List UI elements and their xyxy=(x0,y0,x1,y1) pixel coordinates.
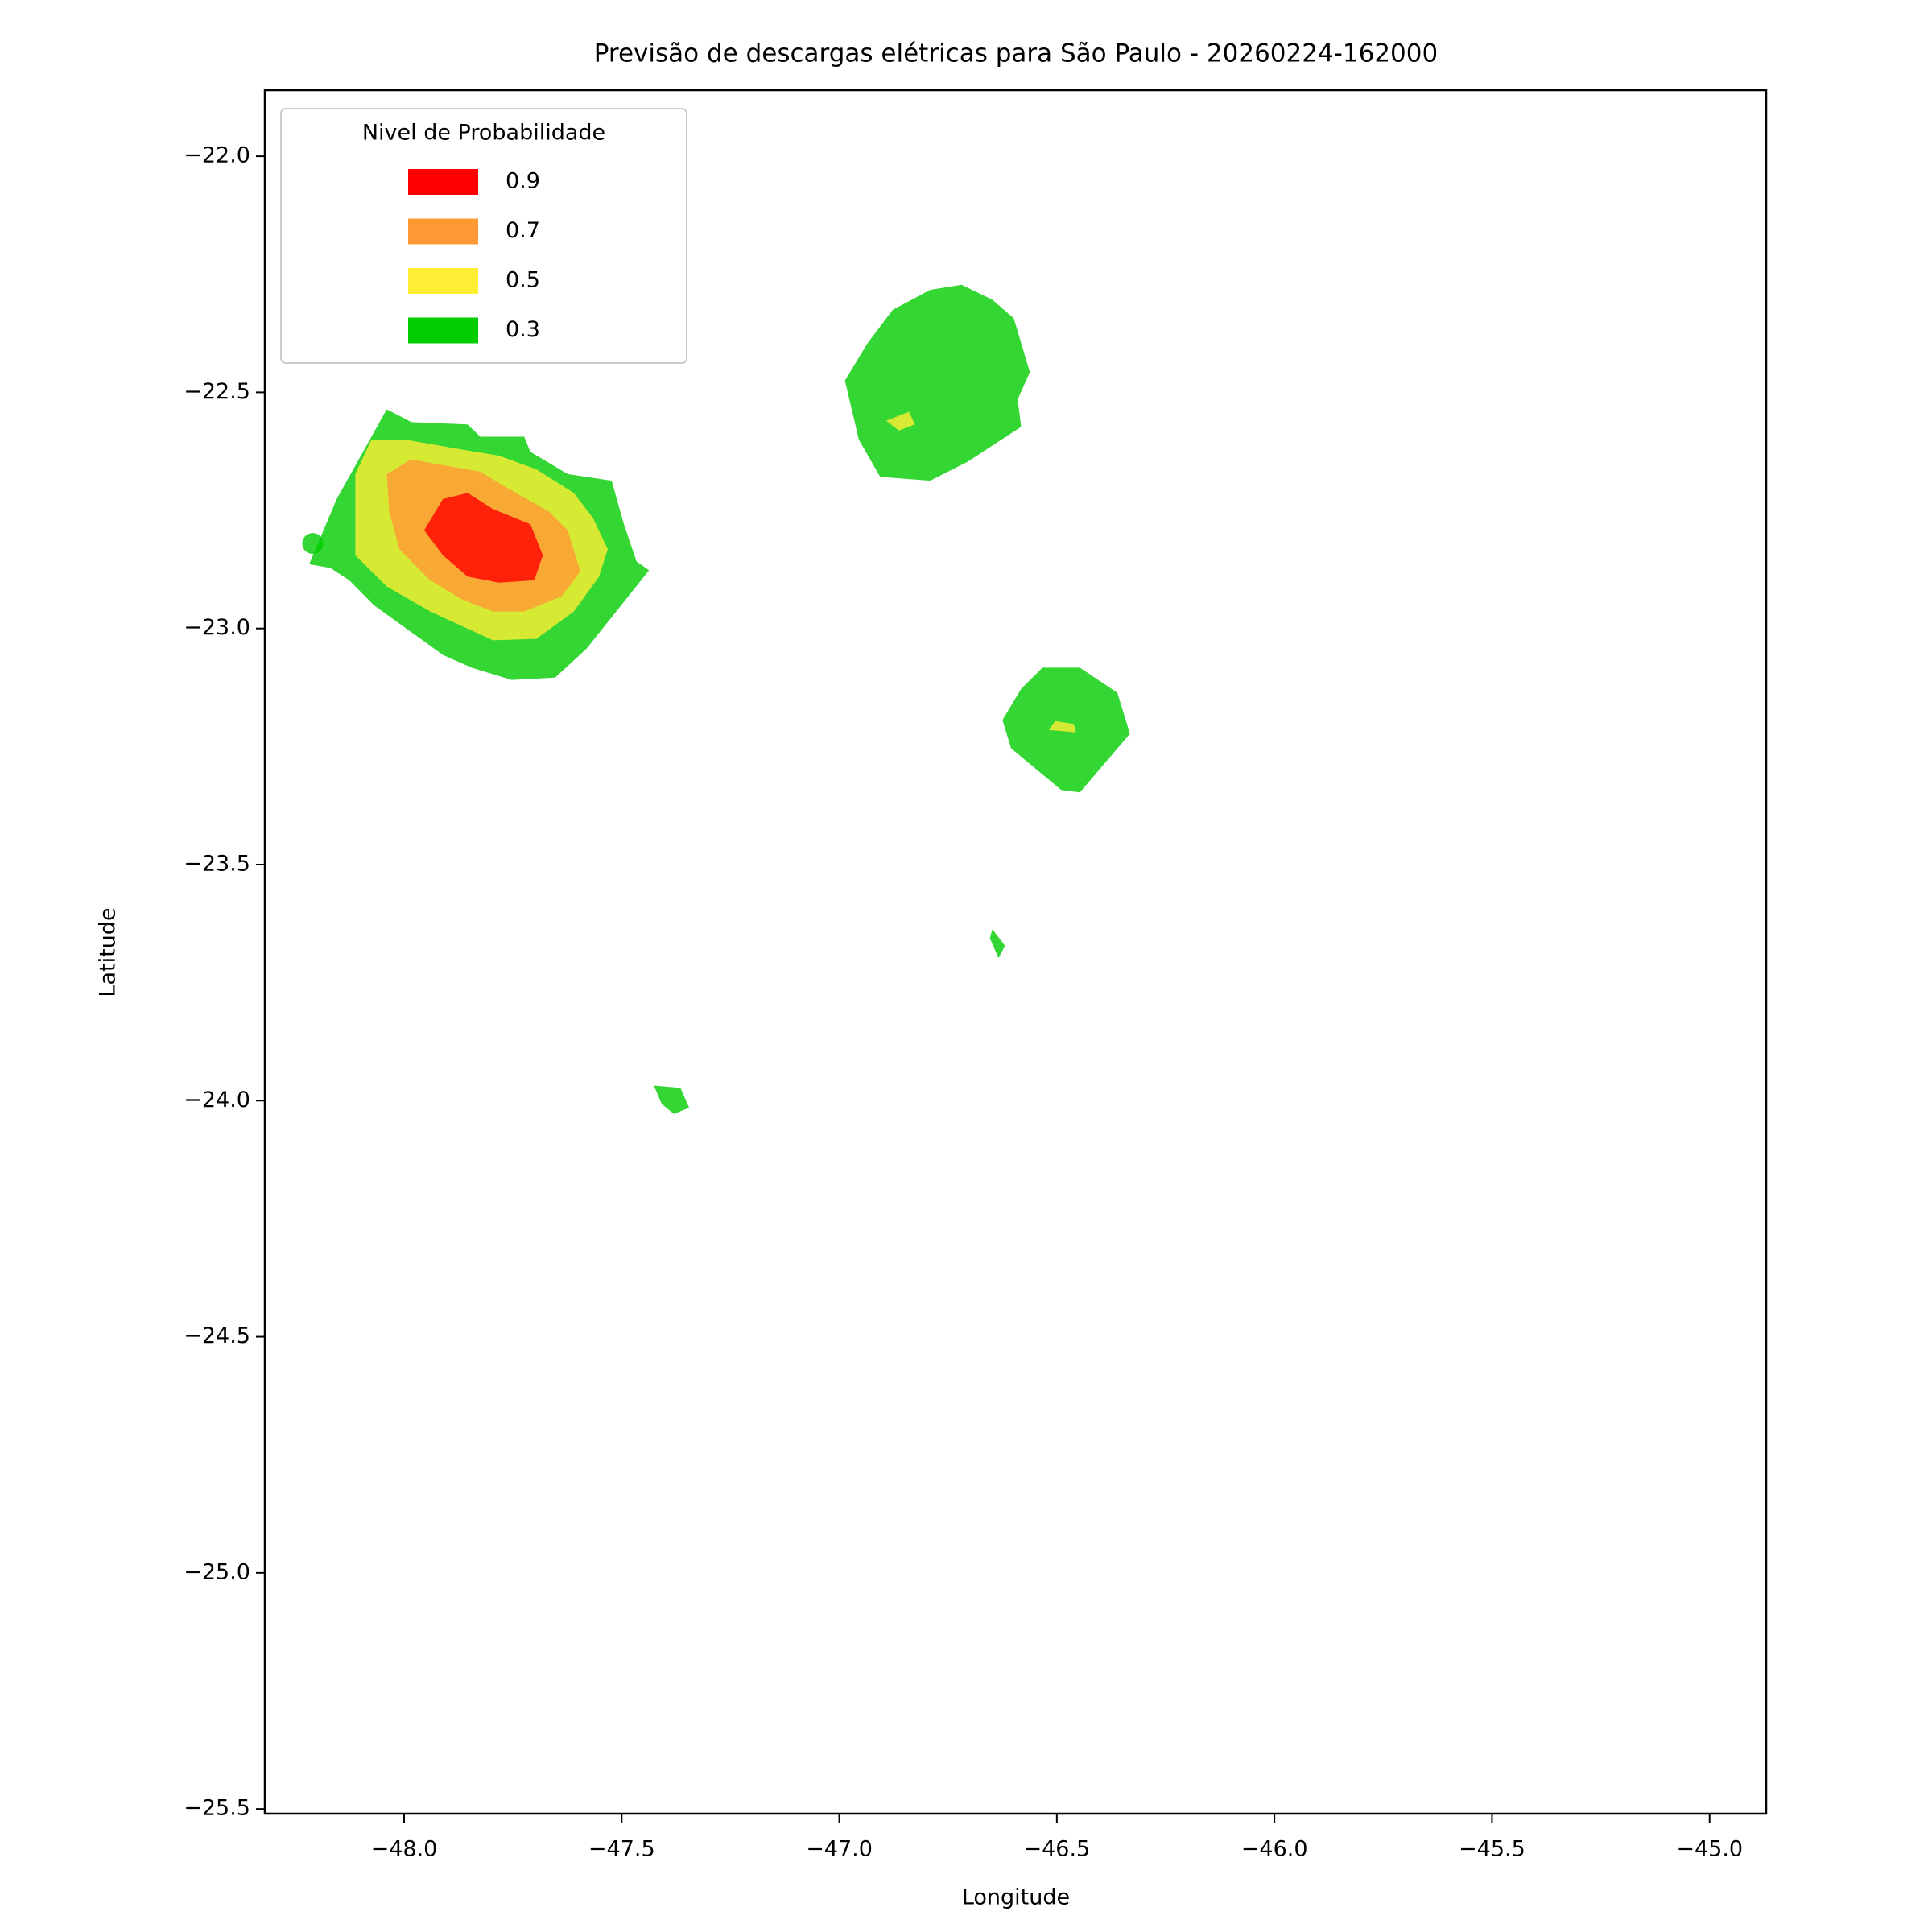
contour-region xyxy=(844,284,1030,481)
y-axis-label: Latitude xyxy=(96,907,121,997)
x-tick-label: −48.0 xyxy=(371,1837,438,1862)
legend-label: 0.5 xyxy=(506,268,540,293)
point xyxy=(302,533,324,555)
legend-swatch xyxy=(408,169,478,195)
plot-frame xyxy=(263,89,1768,1815)
x-tick-label: −47.5 xyxy=(588,1837,655,1862)
contour-region xyxy=(989,929,1005,959)
x-tick-label: −46.0 xyxy=(1241,1837,1308,1862)
legend-swatch xyxy=(408,218,478,245)
y-tick-label: −24.0 xyxy=(184,1088,250,1113)
legend-label: 0.3 xyxy=(506,317,540,342)
contour-region xyxy=(423,493,543,583)
contour-region xyxy=(654,1085,690,1114)
x-axis-label: Longitude xyxy=(962,1885,1070,1910)
x-tick-label: −47.0 xyxy=(806,1837,873,1862)
legend-title: Nivel de Probabilidade xyxy=(362,121,605,146)
legend-swatch xyxy=(408,268,478,294)
contour-region xyxy=(886,411,915,431)
x-tick-label: −45.5 xyxy=(1459,1837,1525,1862)
chart-title: Previsão de descargas elétricas para São… xyxy=(594,39,1438,68)
y-tick-label: −23.0 xyxy=(184,615,250,640)
legend-label: 0.9 xyxy=(506,169,540,194)
y-tick-label: −22.0 xyxy=(184,143,250,168)
contour-region xyxy=(1048,720,1076,733)
y-tick-label: −24.5 xyxy=(184,1323,250,1348)
y-tick-label: −25.0 xyxy=(184,1559,250,1584)
legend-label: 0.7 xyxy=(506,218,540,243)
y-tick-label: −23.5 xyxy=(184,851,250,876)
legend-swatch xyxy=(408,317,478,344)
x-tick-label: −45.0 xyxy=(1676,1837,1743,1862)
y-tick-label: −25.5 xyxy=(184,1796,250,1821)
legend-box xyxy=(280,108,687,364)
x-tick-label: −46.5 xyxy=(1023,1837,1090,1862)
y-tick-label: −22.5 xyxy=(184,379,250,404)
